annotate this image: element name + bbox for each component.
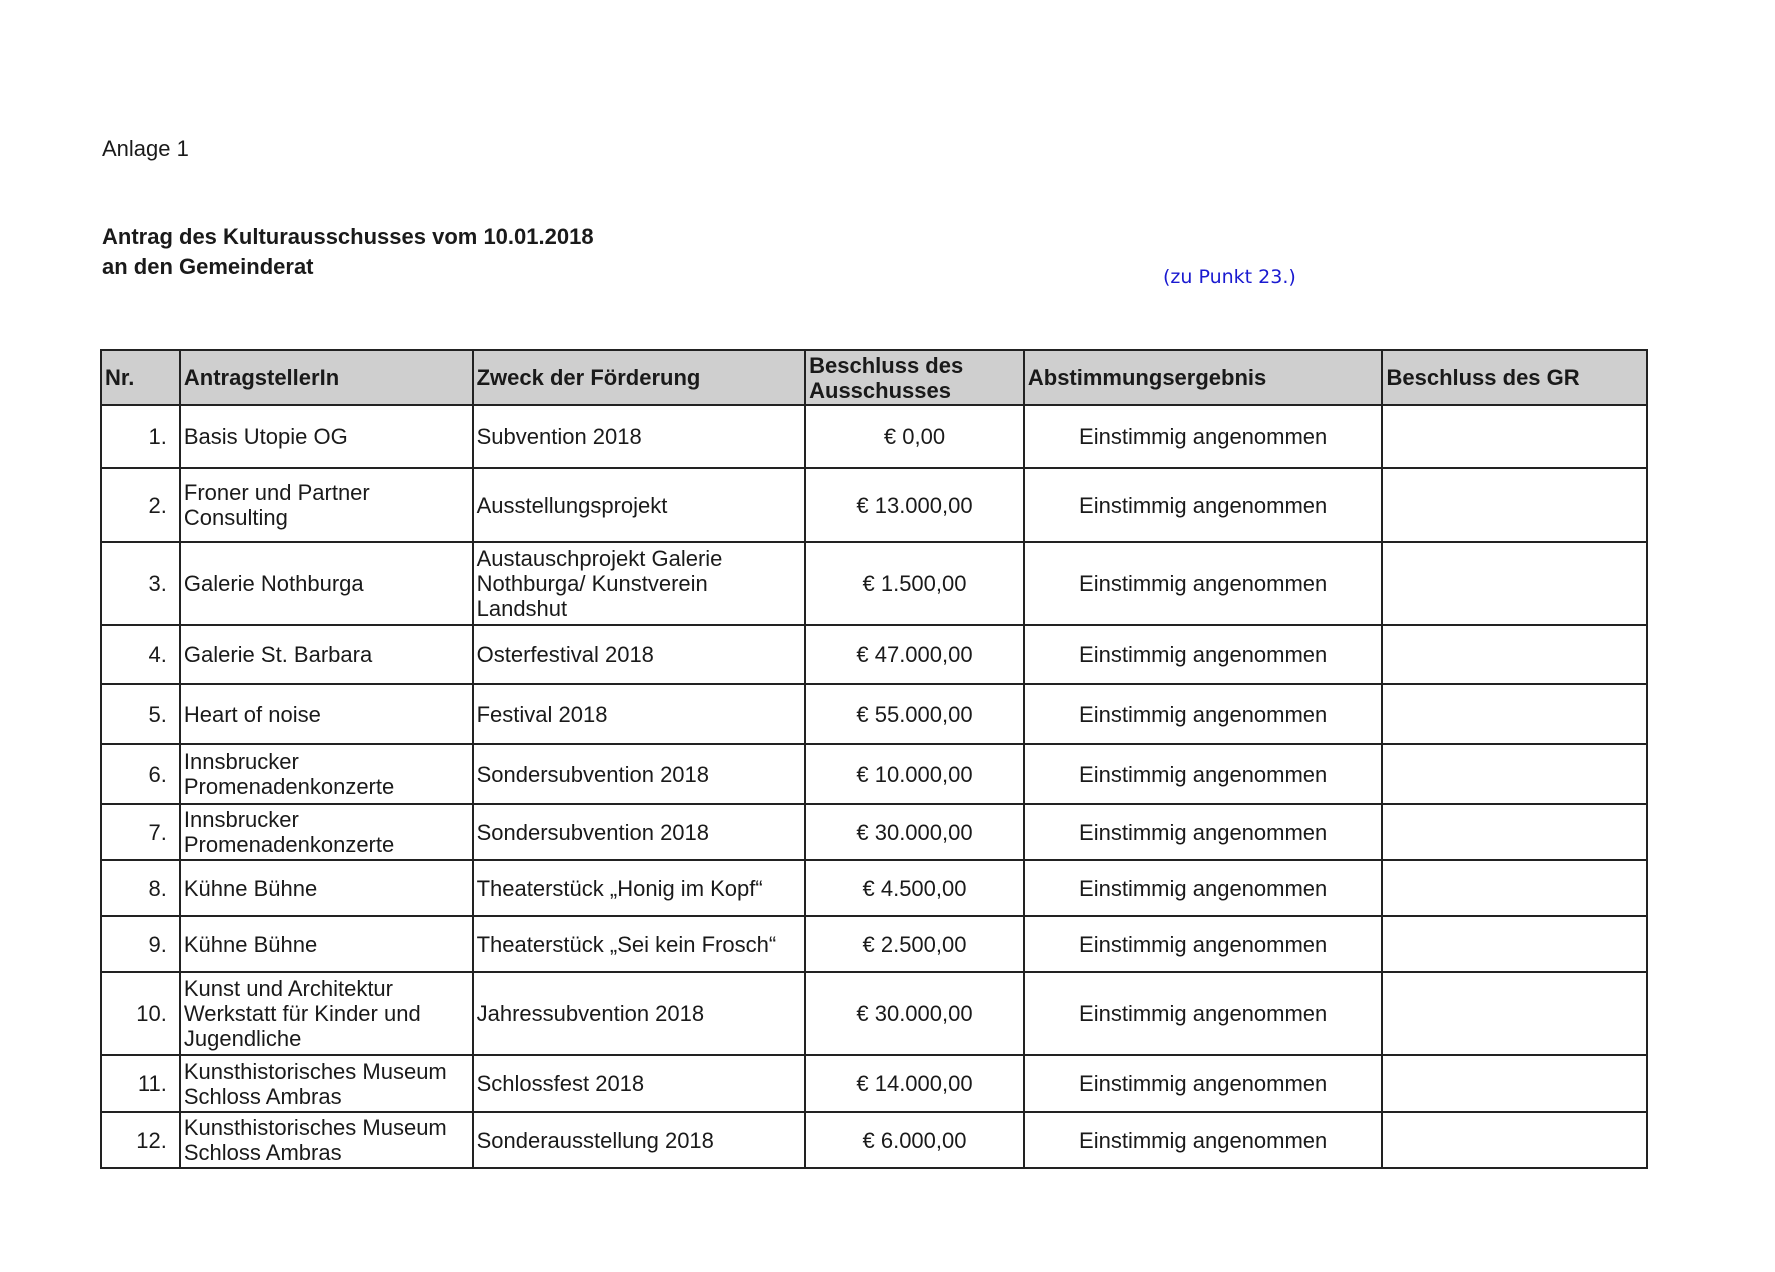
cell-ergebnis: Einstimmig angenommen [1022, 624, 1384, 685]
funding-table: Nr. AntragstellerIn Zweck der Förderung … [100, 349, 1648, 1169]
title-line-2: an den Gemeinderat [102, 254, 314, 279]
cell-antragsteller: Kunst und Architektur Werkstatt für Kind… [178, 971, 474, 1056]
table-row: 2. Froner und Partner Consulting Ausstellu… [100, 467, 1648, 543]
cell-beschluss-gr [1381, 971, 1648, 1056]
attachment-label: Anlage 1 [102, 136, 189, 161]
cell-beschluss: € 4.500,00 [804, 859, 1025, 917]
cell-zweck: Theaterstück „Sei kein Frosch“ [471, 915, 807, 973]
cell-antragsteller: Innsbrucker Promenadenkonzerte [178, 803, 474, 861]
cell-antragsteller: Kunsthistorisches Museum Schloss Ambras [178, 1111, 474, 1169]
document-title: Antrag des Kulturausschusses vom 10.01.2… [102, 222, 594, 282]
cell-ergebnis: Einstimmig angenommen [1022, 915, 1384, 973]
cell-beschluss: € 55.000,00 [804, 683, 1025, 745]
cell-nr: 2. [100, 467, 181, 543]
cell-nr: 5. [100, 683, 181, 745]
cell-beschluss-gr [1381, 624, 1648, 685]
cell-beschluss: € 30.000,00 [804, 803, 1025, 861]
cell-zweck: Osterfestival 2018 [471, 624, 807, 685]
cell-antragsteller: Galerie Nothburga [178, 541, 474, 626]
cell-ergebnis: Einstimmig angenommen [1022, 683, 1384, 745]
cell-nr: 4. [100, 624, 181, 685]
cell-ergebnis: Einstimmig angenommen [1022, 971, 1384, 1056]
cell-beschluss-gr [1381, 803, 1648, 861]
cell-beschluss: € 47.000,00 [804, 624, 1025, 685]
cell-beschluss-gr [1381, 915, 1648, 973]
cell-nr: 1. [100, 404, 181, 469]
table-row: 6. Innsbrucker Promenadenkonzerte Sondersu… [100, 743, 1648, 805]
cell-antragsteller: Kunsthistorisches Museum Schloss Ambras [178, 1054, 474, 1113]
header-beschluss-gr: Beschluss des GR [1381, 349, 1648, 406]
cell-nr: 7. [100, 803, 181, 861]
table-row: 3. Galerie Nothburga Austauschprojekt Gale… [100, 541, 1648, 626]
cell-nr: 12. [100, 1111, 181, 1169]
cell-nr: 6. [100, 743, 181, 805]
table-row: 9. Kühne Bühne Theaterstück „Sei kein Fros… [100, 915, 1648, 973]
cell-beschluss-gr [1381, 743, 1648, 805]
cell-zweck: Subvention 2018 [471, 404, 807, 469]
cell-ergebnis: Einstimmig angenommen [1022, 743, 1384, 805]
table-row: 12. Kunsthistorisches Museum Schloss Ambr… [100, 1111, 1648, 1169]
cell-nr: 10. [100, 971, 181, 1056]
table-row: 8. Kühne Bühne Theaterstück „Honig im Kopf… [100, 859, 1648, 917]
cell-antragsteller: Froner und Partner Consulting [178, 467, 474, 543]
cell-nr: 11. [100, 1054, 181, 1113]
table-row: 10. Kunst und Architektur Werkstatt für K… [100, 971, 1648, 1056]
cell-zweck: Ausstellungsprojekt [471, 467, 807, 543]
table-header-row: Nr. AntragstellerIn Zweck der Förderung … [100, 349, 1648, 406]
cell-antragsteller: Galerie St. Barbara [178, 624, 474, 685]
cell-beschluss: € 13.000,00 [804, 467, 1025, 543]
cell-beschluss: € 10.000,00 [804, 743, 1025, 805]
table-row: 4. Galerie St. Barbara Osterfestival 2018 €… [100, 624, 1648, 685]
header-abstimmungsergebnis: Abstimmungsergebnis [1022, 349, 1384, 406]
cell-zweck: Theaterstück „Honig im Kopf“ [471, 859, 807, 917]
cell-zweck: Jahressubvention 2018 [471, 971, 807, 1056]
cell-beschluss-gr [1381, 1054, 1648, 1113]
cell-zweck: Austauschprojekt Galerie Nothburga/ Kuns… [471, 541, 807, 626]
header-zweck: Zweck der Förderung [471, 349, 807, 406]
cell-beschluss: € 1.500,00 [804, 541, 1025, 626]
cell-beschluss-gr [1381, 683, 1648, 745]
cell-nr: 9. [100, 915, 181, 973]
table-row: 5. Heart of noise Festival 2018 € 55.000,00… [100, 683, 1648, 745]
agenda-item-reference: (zu Punkt 23.) [1163, 266, 1296, 288]
cell-zweck: Sondersubvention 2018 [471, 743, 807, 805]
cell-beschluss-gr [1381, 859, 1648, 917]
cell-zweck: Sonderausstellung 2018 [471, 1111, 807, 1169]
cell-antragsteller: Kühne Bühne [178, 915, 474, 973]
header-beschluss-ausschuss: Beschluss des Ausschusses [804, 349, 1025, 406]
cell-antragsteller: Innsbrucker Promenadenkonzerte [178, 743, 474, 805]
table-row: 11. Kunsthistorisches Museum Schloss Ambr… [100, 1054, 1648, 1113]
cell-ergebnis: Einstimmig angenommen [1022, 803, 1384, 861]
cell-zweck: Sondersubvention 2018 [471, 803, 807, 861]
cell-zweck: Schlossfest 2018 [471, 1054, 807, 1113]
table-row: 7. Innsbrucker Promenadenkonzerte Sondersu… [100, 803, 1648, 861]
header-nr: Nr. [100, 349, 181, 406]
cell-antragsteller: Basis Utopie OG [178, 404, 474, 469]
table-row: 1. Basis Utopie OG Subvention 2018 € 0,00 Ei… [100, 404, 1648, 469]
cell-ergebnis: Einstimmig angenommen [1022, 404, 1384, 469]
cell-beschluss: € 6.000,00 [804, 1111, 1025, 1169]
title-line-1: Antrag des Kulturausschusses vom 10.01.2… [102, 224, 594, 249]
cell-ergebnis: Einstimmig angenommen [1022, 541, 1384, 626]
cell-beschluss-gr [1381, 467, 1648, 543]
cell-beschluss: € 30.000,00 [804, 971, 1025, 1056]
cell-antragsteller: Heart of noise [178, 683, 474, 745]
cell-beschluss: € 0,00 [804, 404, 1025, 469]
cell-ergebnis: Einstimmig angenommen [1022, 1111, 1384, 1169]
cell-beschluss-gr [1381, 1111, 1648, 1169]
cell-nr: 3. [100, 541, 181, 626]
cell-ergebnis: Einstimmig angenommen [1022, 859, 1384, 917]
cell-ergebnis: Einstimmig angenommen [1022, 467, 1384, 543]
cell-beschluss: € 2.500,00 [804, 915, 1025, 973]
cell-nr: 8. [100, 859, 181, 917]
cell-beschluss-gr [1381, 404, 1648, 469]
cell-antragsteller: Kühne Bühne [178, 859, 474, 917]
cell-beschluss-gr [1381, 541, 1648, 626]
cell-zweck: Festival 2018 [471, 683, 807, 745]
cell-ergebnis: Einstimmig angenommen [1022, 1054, 1384, 1113]
cell-beschluss: € 14.000,00 [804, 1054, 1025, 1113]
header-antragsteller: AntragstellerIn [178, 349, 474, 406]
